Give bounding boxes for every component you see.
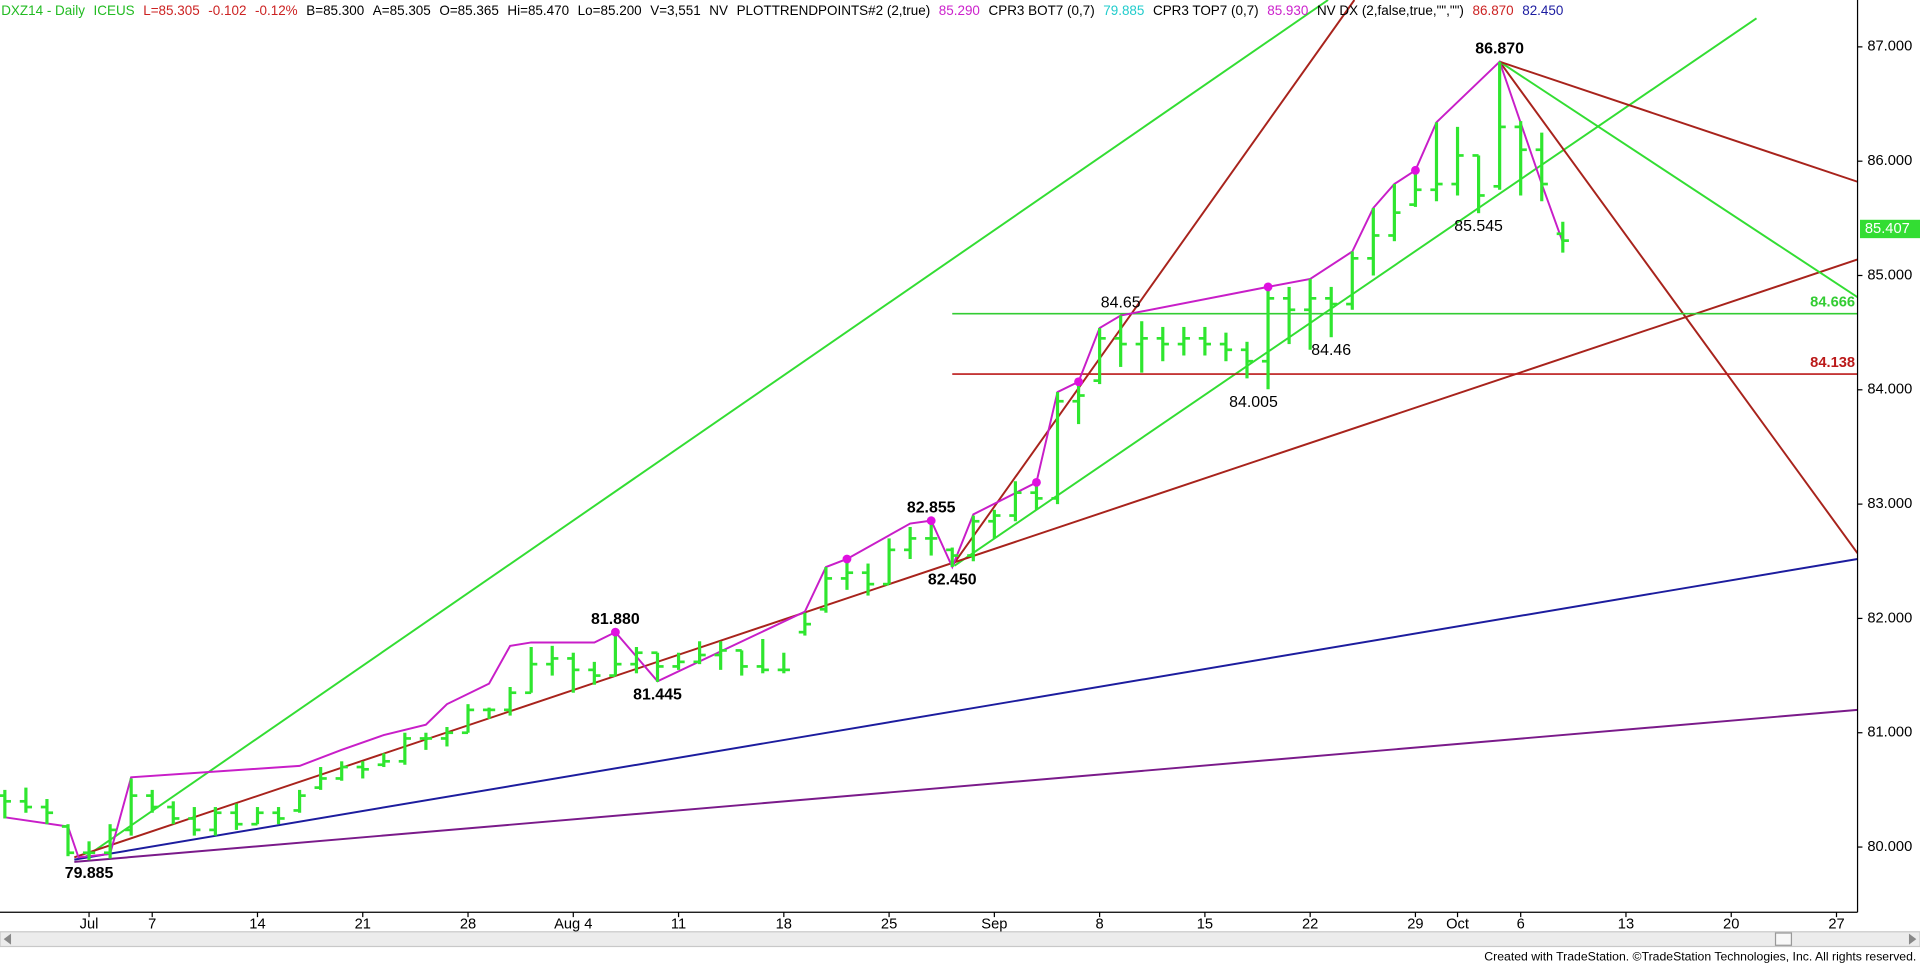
footer-credit: Created with TradeStation. ©TradeStation… [1484,950,1916,964]
header-item: CPR3 BOT7 (0,7) [989,3,1095,18]
x-tick-label: 13 [1618,916,1634,932]
header-item: ICEUS [94,3,135,18]
header-item: DXZ14 - Daily [1,3,85,18]
scrollbar[interactable] [0,931,1920,948]
price-annotation: 79.885 [65,865,114,882]
x-tick-label: 29 [1407,916,1423,932]
swing-point [1074,377,1083,387]
scroll-thumb[interactable] [1774,932,1793,946]
x-tick-label: 28 [460,916,476,932]
y-tick-label: 83.000 [1867,496,1912,512]
swing-point [926,516,936,526]
header-item: NV DX (2,false,true,"","") [1317,3,1464,18]
trendline [74,708,1858,863]
header-item: 86.870 [1473,3,1514,18]
x-tick-label: 22 [1302,916,1318,932]
header-item: Hi=85.470 [507,3,569,18]
header-item: -0.102 [208,3,246,18]
x-tick-label: 8 [1096,916,1104,932]
y-tick-label: 86.000 [1867,153,1912,169]
price-annotation: 81.445 [633,687,682,704]
swing-point [842,554,852,564]
header-item: L=85.305 [143,3,200,18]
header-item: CPR3 TOP7 (0,7) [1153,3,1259,18]
x-tick-label: 25 [881,916,897,932]
header-item: -0.12% [255,3,298,18]
x-tick-label: 14 [249,916,265,932]
trendline [74,258,1858,859]
level-label: 84.666 [1810,295,1855,311]
swing-point [1032,477,1041,487]
header-item: 82.450 [1522,3,1563,18]
swing-point [1263,282,1273,292]
last-price-label: 85.407 [1865,221,1910,237]
price-annotation: 81.880 [591,611,640,628]
scroll-track[interactable] [0,931,1920,948]
y-tick-label: 81.000 [1867,725,1912,741]
x-tick-label: Jul [80,916,99,932]
swing-line [4,59,1564,859]
y-tick-label: 85.000 [1867,267,1912,283]
y-tick-label: 80.000 [1867,839,1912,855]
trendline [951,0,1356,567]
header-item: PLOTTRENDPOINTS#2 (2,true) [737,3,931,18]
scroll-right-arrow[interactable] [1908,933,1917,945]
header-item: NV [709,3,728,18]
price-annotation: 86.870 [1475,41,1524,58]
price-annotation: 84.005 [1229,394,1278,411]
x-tick-label: 21 [355,916,371,932]
header-item: Lo=85.200 [578,3,642,18]
price-annotation: 84.46 [1311,342,1351,359]
x-tick-label: Sep [981,916,1007,932]
trendline [1499,60,1858,299]
header-item: V=3,551 [650,3,701,18]
trendline [1499,60,1858,183]
level-label: 84.138 [1810,355,1855,371]
trendline [953,17,1758,567]
trendline [74,558,1858,861]
header: DXZ14 - Daily ICEUS L=85.305 -0.102 -0.12% B=… [1,3,1563,18]
x-tick-label: 18 [776,916,792,932]
swing-point [1411,165,1420,175]
x-tick-label: 6 [1517,916,1525,932]
price-annotation: 84.65 [1101,294,1141,311]
plot-area [0,0,1858,863]
header-item: 79.885 [1103,3,1144,18]
x-tick-label: 20 [1723,916,1739,932]
header-item: A=85.305 [373,3,431,18]
x-tick-label: Oct [1446,916,1469,932]
price-annotation: 85.545 [1454,218,1503,235]
header-item: 85.930 [1267,3,1308,18]
scroll-left-arrow[interactable] [3,933,12,945]
x-tick-label: Aug 4 [554,916,592,932]
header-item: B=85.300 [306,3,364,18]
trendline [1498,61,1858,554]
header-item: 85.290 [939,3,980,18]
last-price-box [1860,219,1920,239]
x-tick-label: 27 [1828,916,1844,932]
price-annotation: 82.450 [928,572,977,589]
price-annotation: 82.855 [907,500,956,517]
x-tick-label: 11 [671,916,686,932]
header-item: O=85.365 [439,3,498,18]
y-tick-label: 87.000 [1867,39,1912,55]
x-tick-label: 15 [1197,916,1213,932]
y-tick-label: 84.000 [1867,382,1912,398]
y-tick-label: 82.000 [1867,610,1912,626]
swing-point [610,627,620,637]
trendline [84,0,1329,859]
x-tick-label: 7 [148,916,156,932]
